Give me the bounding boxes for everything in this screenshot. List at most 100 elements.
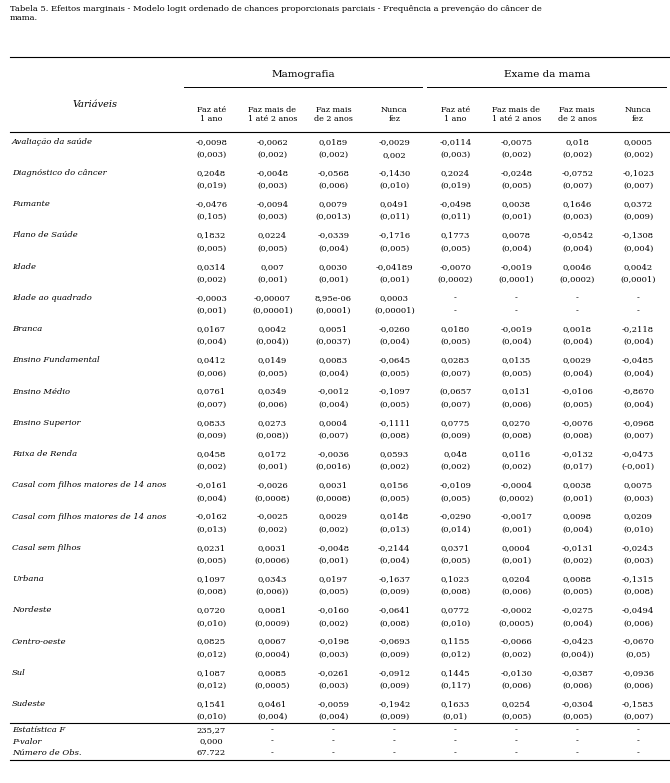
Text: (0,004)): (0,004)) [255, 338, 289, 346]
Text: -: - [636, 749, 640, 757]
Text: (0,002): (0,002) [196, 464, 226, 471]
Text: 0,0078: 0,0078 [502, 232, 531, 240]
Text: -: - [515, 307, 518, 315]
Text: -0,0132: -0,0132 [561, 450, 593, 458]
Text: (0,004): (0,004) [196, 338, 226, 346]
Text: (0,004): (0,004) [196, 494, 226, 503]
Text: (0,006)): (0,006)) [256, 588, 289, 596]
Text: -0,0476: -0,0476 [196, 200, 227, 208]
Text: (0,003): (0,003) [440, 151, 470, 159]
Text: (0,002): (0,002) [318, 151, 348, 159]
Text: (0,00001): (0,00001) [252, 307, 293, 315]
Text: (0,001): (0,001) [501, 557, 531, 565]
Text: 0,1445: 0,1445 [440, 669, 470, 677]
Text: 0,0458: 0,0458 [197, 450, 226, 458]
Text: 0,0314: 0,0314 [197, 262, 226, 271]
Text: 0,0720: 0,0720 [197, 606, 226, 615]
Text: Idade ao quadrado: Idade ao quadrado [12, 294, 92, 302]
Text: -0,0304: -0,0304 [561, 700, 593, 708]
Text: 0,0149: 0,0149 [258, 356, 287, 364]
Text: (0,004): (0,004) [318, 401, 348, 409]
Text: 0,0283: 0,0283 [441, 356, 470, 364]
Text: (0,0002): (0,0002) [498, 494, 534, 503]
Text: Fumante: Fumante [12, 200, 50, 208]
Text: -: - [576, 749, 579, 757]
Text: Faz mais
de 2 anos: Faz mais de 2 anos [557, 106, 597, 123]
Text: -0,0968: -0,0968 [622, 419, 654, 427]
Text: Faz mais de
1 até 2 anos: Faz mais de 1 até 2 anos [248, 106, 297, 123]
Text: -: - [271, 726, 274, 734]
Text: (0,011): (0,011) [440, 213, 470, 222]
Text: -: - [332, 738, 335, 745]
Text: 0,0204: 0,0204 [502, 575, 531, 583]
Text: -: - [636, 738, 640, 745]
Text: Faz mais de
1 até 2 anos: Faz mais de 1 até 2 anos [492, 106, 541, 123]
Text: (0,001): (0,001) [379, 276, 409, 283]
Text: -0,0025: -0,0025 [257, 513, 288, 521]
Text: (0,005): (0,005) [562, 713, 592, 721]
Text: (0,004): (0,004) [318, 244, 348, 253]
Text: 0,1155: 0,1155 [441, 637, 470, 645]
Text: (0,006): (0,006) [196, 370, 226, 377]
Text: (0,001): (0,001) [501, 213, 531, 222]
Text: (0,004): (0,004) [318, 370, 348, 377]
Text: Sul: Sul [12, 669, 26, 677]
Text: 0,0031: 0,0031 [258, 544, 287, 552]
Text: -0,0098: -0,0098 [196, 138, 227, 146]
Text: 0,0005: 0,0005 [624, 138, 653, 146]
Text: -0,0070: -0,0070 [440, 262, 471, 271]
Text: (0,012): (0,012) [196, 682, 226, 690]
Text: (0,0001): (0,0001) [620, 276, 656, 283]
Text: -: - [271, 749, 274, 757]
Text: 67.722: 67.722 [197, 749, 226, 757]
Text: Casal sem filhos: Casal sem filhos [12, 544, 81, 552]
Text: (0,004): (0,004) [562, 370, 592, 377]
Text: (0,0008): (0,0008) [316, 494, 351, 503]
Text: -: - [636, 726, 640, 734]
Text: -: - [393, 738, 396, 745]
Text: Ensino Médio: Ensino Médio [12, 388, 70, 395]
Text: 8,95e-06: 8,95e-06 [315, 294, 352, 302]
Text: -0,1430: -0,1430 [378, 169, 411, 177]
Text: (0,002): (0,002) [196, 276, 226, 283]
Text: 0,0042: 0,0042 [624, 262, 653, 271]
Text: (0,009): (0,009) [440, 432, 470, 440]
Text: (0,008): (0,008) [379, 432, 409, 440]
Text: -0,0936: -0,0936 [622, 669, 654, 677]
Text: 0,000: 0,000 [200, 738, 223, 745]
Text: 0,1832: 0,1832 [197, 232, 226, 240]
Text: 0,0148: 0,0148 [380, 513, 409, 521]
Text: -: - [454, 726, 457, 734]
Text: (0,005): (0,005) [562, 401, 592, 409]
Text: (0,011): (0,011) [379, 213, 409, 222]
Text: (0,002): (0,002) [257, 151, 287, 159]
Text: (0,005): (0,005) [196, 244, 226, 253]
Text: -: - [576, 307, 579, 315]
Text: -: - [393, 726, 396, 734]
Text: (0,006): (0,006) [501, 682, 531, 690]
Text: -0,0485: -0,0485 [622, 356, 655, 364]
Text: -0,0275: -0,0275 [561, 606, 593, 615]
Text: Ensino Superior: Ensino Superior [12, 419, 80, 427]
Text: (0,003): (0,003) [196, 151, 226, 159]
Text: 0,0761: 0,0761 [197, 388, 226, 395]
Text: 0,007: 0,007 [261, 262, 284, 271]
Text: (0,005): (0,005) [379, 370, 409, 377]
Text: -0,1111: -0,1111 [378, 419, 411, 427]
Text: -: - [515, 726, 518, 734]
Text: (0,0001): (0,0001) [316, 307, 351, 315]
Text: (0,005): (0,005) [501, 370, 531, 377]
Text: 0,0593: 0,0593 [380, 450, 409, 458]
Text: Sudeste: Sudeste [12, 700, 46, 708]
Text: (0,0004): (0,0004) [255, 651, 290, 659]
Text: -0,0645: -0,0645 [379, 356, 410, 364]
Text: -0,0109: -0,0109 [440, 482, 471, 489]
Text: -0,0094: -0,0094 [257, 200, 288, 208]
Text: 0,0135: 0,0135 [502, 356, 531, 364]
Text: -0,0339: -0,0339 [318, 232, 349, 240]
Text: (0,003): (0,003) [318, 682, 348, 690]
Text: (0,012): (0,012) [440, 651, 470, 659]
Text: Número de Obs.: Número de Obs. [12, 749, 82, 757]
Text: 0,0180: 0,0180 [441, 325, 470, 333]
Text: 0,0046: 0,0046 [563, 262, 592, 271]
